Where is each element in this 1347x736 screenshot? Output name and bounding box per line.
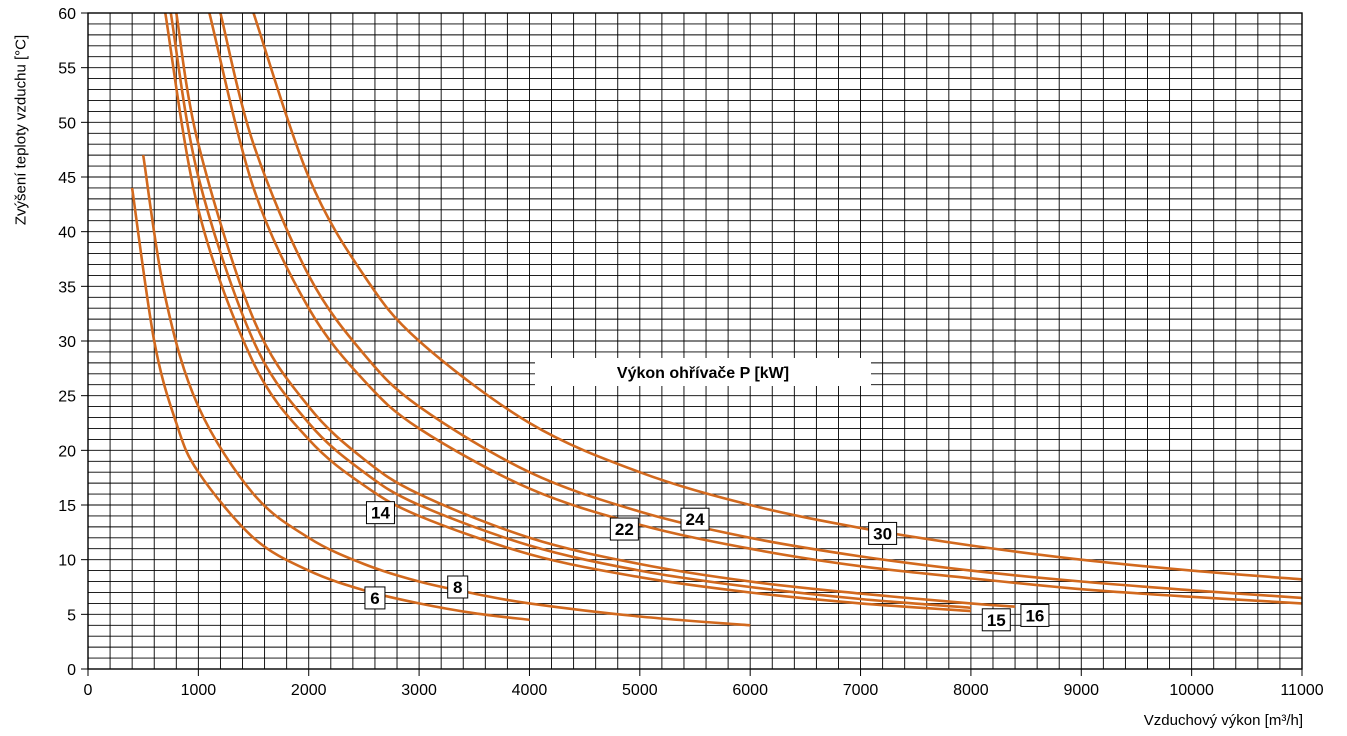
series-line-16 <box>175 13 1016 608</box>
legend-banner-text: Výkon ohřívače P [kW] <box>617 365 789 382</box>
y-tick-label: 55 <box>58 61 76 78</box>
series-line-22 <box>208 13 1302 605</box>
curve-label-8: 8 <box>453 578 462 597</box>
curve-label-24: 24 <box>686 510 705 529</box>
y-tick-label: 15 <box>58 498 76 515</box>
tick-labels: 0 1000 2000 3000 4000 5000 6000 7000 8000 9000 100… <box>58 6 1324 699</box>
curve-label-15: 15 <box>987 611 1006 630</box>
y-tick-label: 45 <box>58 170 76 187</box>
curve-label-box <box>680 507 710 531</box>
y-tick-label: 20 <box>58 443 76 460</box>
y-tick-label: 35 <box>58 279 76 296</box>
x-tick-label: 6000 <box>732 682 768 699</box>
curve-label-box <box>868 521 898 545</box>
x-tick-label: 0 <box>84 682 93 699</box>
axes <box>81 12 1303 676</box>
curve-label-box <box>609 517 639 541</box>
curve-label-6: 6 <box>370 589 379 608</box>
y-tick-label: 50 <box>58 115 76 132</box>
x-tick-label: 3000 <box>401 682 437 699</box>
curve-label-box <box>364 586 386 610</box>
curve-label-box <box>1020 603 1050 627</box>
x-tick-label: 2000 <box>291 682 327 699</box>
curve-label-16: 16 <box>1025 606 1044 625</box>
y-tick-label: 30 <box>58 334 76 351</box>
series-line-8 <box>141 154 751 627</box>
legend-banner-box <box>535 358 871 386</box>
series-line-24 <box>219 13 1302 600</box>
legend-banner: Výkon ohřívače P [kW] <box>535 358 871 386</box>
grid <box>87 12 1303 670</box>
y-tick-label: 25 <box>58 389 76 406</box>
y-tick-label: 60 <box>58 6 76 23</box>
x-tick-label: 8000 <box>953 682 989 699</box>
curve-labels: 6 8 14 15 16 22 24 30 <box>364 501 1050 632</box>
x-tick-label: 10000 <box>1169 682 1214 699</box>
x-tick-label: 9000 <box>1063 682 1099 699</box>
x-tick-label: 1000 <box>181 682 217 699</box>
series-line-30 <box>252 13 1302 581</box>
y-tick-label: 0 <box>67 662 76 679</box>
x-tick-label: 7000 <box>843 682 879 699</box>
x-tick-label: 11000 <box>1280 682 1323 699</box>
y-tick-label: 5 <box>67 607 76 624</box>
x-tick-label: 5000 <box>622 682 658 699</box>
curves <box>130 13 1302 627</box>
curve-label-box <box>365 501 395 525</box>
y-tick-label: 40 <box>58 225 76 242</box>
series-line-6 <box>130 187 530 622</box>
curve-label-30: 30 <box>873 524 892 543</box>
curve-label-22: 22 <box>615 520 634 539</box>
y-axis-title: Zvýšení teploty vzduchu [°C] <box>12 34 30 226</box>
y-axis-title-wrap: Zvýšení teploty vzduchu [°C] <box>10 0 32 736</box>
curve-label-14: 14 <box>371 504 390 523</box>
curve-label-box <box>447 575 469 599</box>
y-tick-label: 10 <box>58 553 76 570</box>
x-tick-label: 4000 <box>512 682 548 699</box>
curve-label-box <box>981 608 1011 632</box>
series-line-14 <box>169 13 972 610</box>
x-axis-title: Vzduchový výkon [m³/h] <box>1143 712 1303 729</box>
series-line-15 <box>164 13 971 613</box>
